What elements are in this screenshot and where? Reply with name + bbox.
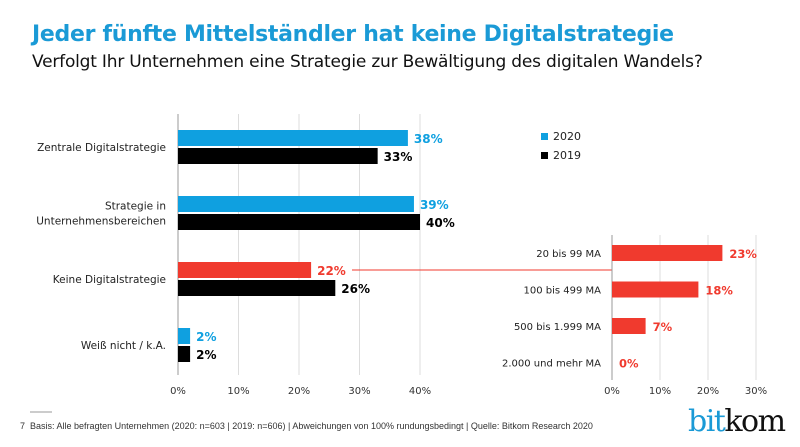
data-label: 7%: [653, 320, 673, 334]
x-tick-label: 10%: [649, 386, 671, 397]
bar-2020: [178, 262, 312, 278]
data-label-2019: 26%: [341, 282, 370, 296]
page-subtitle: Verfolgt Ihr Unternehmen eine Strategie …: [32, 52, 703, 72]
data-label-2019: 40%: [426, 216, 455, 230]
data-label-2020: 38%: [414, 132, 443, 146]
bar-2020: [178, 328, 191, 344]
page-number: 7: [20, 421, 26, 431]
bar-2019: [178, 214, 420, 230]
category-label: 500 bis 1.999 MA: [514, 322, 601, 333]
data-label: 18%: [705, 284, 733, 298]
category-label: 20 bis 99 MA: [536, 249, 601, 260]
legend-swatch-2019: [541, 152, 548, 159]
data-label: 23%: [729, 247, 757, 261]
bar: [612, 281, 699, 298]
category-label: Zentrale Digitalstrategie: [37, 142, 166, 154]
bar-2019: [178, 148, 378, 164]
category-label: Strategie in: [105, 201, 166, 213]
bar: [612, 245, 723, 261]
bar-2020: [178, 196, 414, 212]
x-tick-label: 0%: [170, 386, 186, 397]
page-title: Jeder fünfte Mittelständler hat keine Di…: [32, 22, 674, 47]
footer-note: Basis: Alle befragten Unternehmen (2020:…: [30, 421, 593, 431]
legend-label: 2020: [553, 130, 581, 143]
category-label: 100 bis 499 MA: [523, 286, 601, 297]
x-tick-label: 10%: [227, 386, 249, 397]
x-tick-label: 40%: [409, 386, 431, 397]
x-tick-label: 0%: [604, 386, 620, 397]
x-tick-label: 30%: [348, 386, 370, 397]
bar: [612, 318, 646, 334]
category-label: Keine Digitalstrategie: [53, 274, 166, 286]
data-label-2020: 39%: [420, 198, 449, 212]
divider: [30, 411, 52, 413]
bar-2019: [178, 280, 336, 296]
data-label-2019: 2%: [196, 348, 216, 362]
legend-swatch-2020: [541, 133, 548, 140]
x-tick-label: 20%: [288, 386, 310, 397]
data-label: 0%: [619, 357, 639, 371]
footer: 7 Basis: Alle befragten Unternehmen (202…: [20, 421, 593, 431]
legend-label: 2019: [553, 149, 581, 162]
bar-2020: [178, 130, 408, 146]
category-label: 2.000 und mehr MA: [502, 359, 601, 370]
x-tick-label: 30%: [745, 386, 767, 397]
x-tick-label: 20%: [697, 386, 719, 397]
category-label: Unternehmensbereichen: [36, 216, 166, 228]
data-label-2020: 22%: [317, 264, 346, 278]
category-label: Weiß nicht / k.A.: [81, 340, 166, 352]
bar-2019: [178, 346, 191, 362]
data-label-2020: 2%: [196, 330, 216, 344]
bitkom-logo: bitkom: [688, 404, 786, 439]
data-label-2019: 33%: [384, 150, 413, 164]
